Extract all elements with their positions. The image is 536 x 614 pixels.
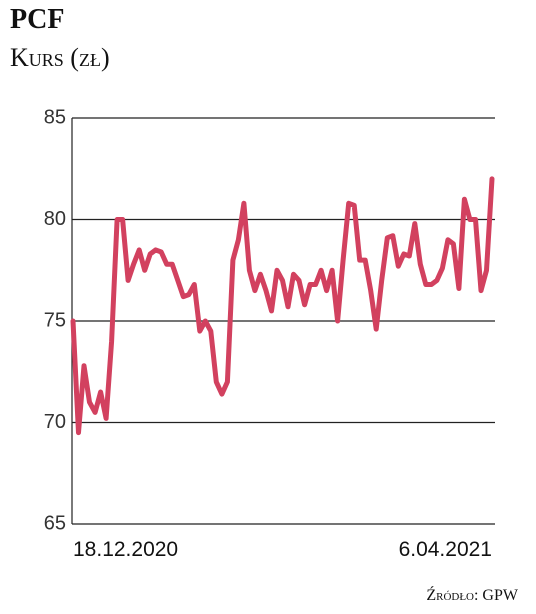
source: Źródło: GPW [426, 585, 519, 604]
y-tick-label: 80 [44, 208, 66, 230]
chart-title: PCF [10, 4, 64, 35]
y-tick-label: 65 [44, 512, 66, 534]
y-tick-label: 70 [44, 411, 66, 433]
x-tick-label: 18.12.2020 [73, 538, 178, 561]
line-series [70, 176, 495, 436]
x-tick-label: 6.04.2021 [399, 538, 492, 561]
y-tick-label: 85 [44, 106, 66, 128]
y-tick-label: 75 [44, 309, 66, 331]
chart-subtitle: Kurs (zł) [10, 43, 110, 72]
